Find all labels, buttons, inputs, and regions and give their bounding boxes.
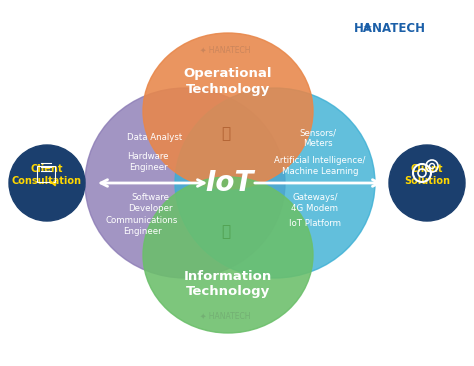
Text: 🔒: 🔒 — [221, 224, 230, 239]
Text: ✦: ✦ — [362, 23, 372, 33]
Ellipse shape — [175, 88, 375, 278]
Ellipse shape — [143, 33, 313, 189]
Text: HANATECH: HANATECH — [354, 22, 426, 34]
Text: Artificial Intelligence/
Machine Learning: Artificial Intelligence/ Machine Learnin… — [274, 156, 365, 176]
Text: Client
Consultation: Client Consultation — [12, 164, 82, 186]
Circle shape — [9, 145, 85, 221]
Text: Operational
Technology: Operational Technology — [184, 67, 272, 96]
Text: Gateways/
4G Modem: Gateways/ 4G Modem — [292, 193, 338, 213]
Text: Data Analyst: Data Analyst — [128, 134, 182, 142]
Text: Software
Developer: Software Developer — [128, 193, 172, 213]
Ellipse shape — [143, 177, 313, 333]
Text: ✦ HANATECH: ✦ HANATECH — [200, 45, 250, 55]
Text: Information
Technology: Information Technology — [184, 269, 272, 299]
Circle shape — [389, 145, 465, 221]
Text: IoT: IoT — [206, 169, 254, 197]
Text: Hardware
Engineer: Hardware Engineer — [127, 152, 169, 172]
Text: 🔒: 🔒 — [221, 127, 230, 142]
Text: IoT Platform: IoT Platform — [289, 220, 341, 228]
Ellipse shape — [85, 88, 285, 278]
Text: Client
Solution: Client Solution — [404, 164, 450, 186]
Text: ✦ HANATECH: ✦ HANATECH — [200, 311, 250, 321]
Text: Sensors/
Meters: Sensors/ Meters — [300, 128, 337, 148]
Text: Communications
Engineer: Communications Engineer — [106, 216, 178, 236]
